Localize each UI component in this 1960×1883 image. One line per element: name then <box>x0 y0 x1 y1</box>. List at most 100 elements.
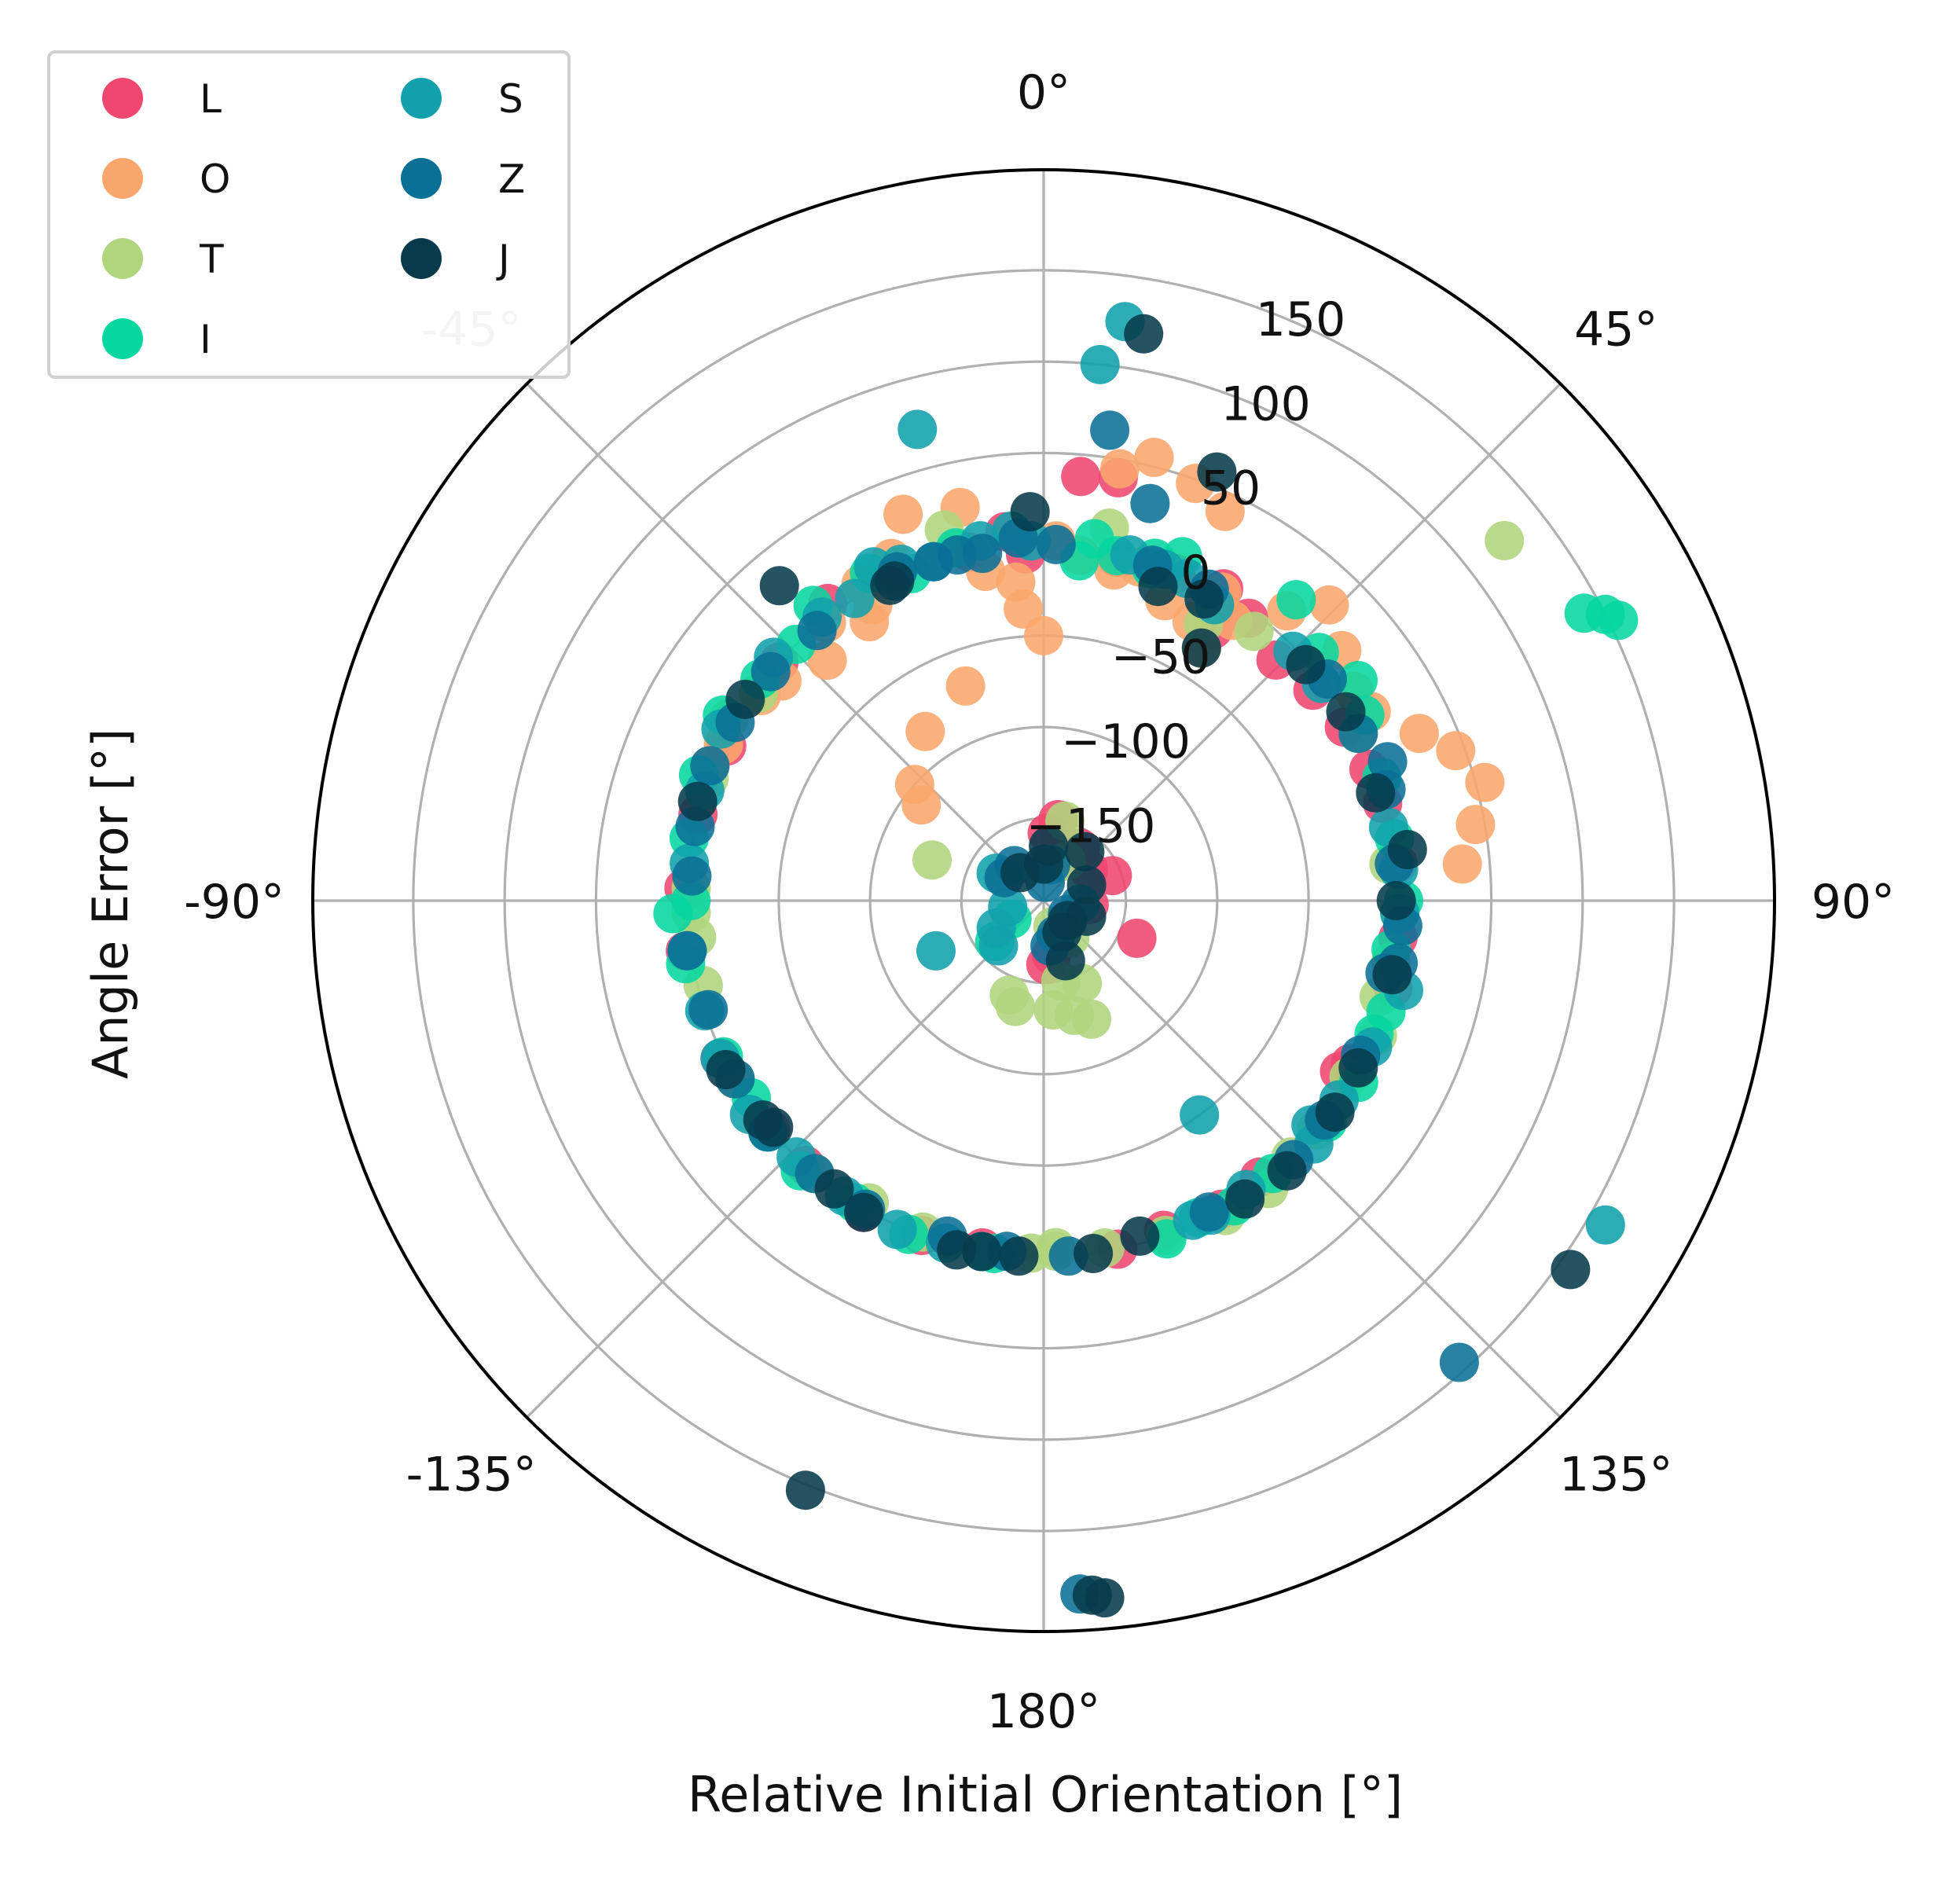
point-J-21 <box>814 1169 854 1209</box>
r-tick-label-1: −100 <box>1061 714 1191 769</box>
point-I-39 <box>1598 600 1639 641</box>
legend-label-S: S <box>498 76 523 122</box>
point-J-24 <box>677 781 718 821</box>
point-O-24 <box>1455 805 1496 845</box>
point-T-43 <box>1072 999 1111 1039</box>
point-S-22 <box>877 1209 917 1250</box>
legend-marker-O <box>102 158 143 199</box>
point-O-17 <box>1309 585 1349 625</box>
r-tick-label-3: 0 <box>1180 545 1210 600</box>
point-J-0 <box>1124 314 1164 354</box>
y-axis-label: Angle Error [°] <box>82 729 139 1079</box>
point-T-33 <box>912 840 952 880</box>
point-O-32 <box>901 785 941 825</box>
point-S-34 <box>835 578 875 618</box>
point-O-1 <box>883 494 923 534</box>
point-J-12 <box>1372 955 1412 995</box>
legend-label-T: T <box>199 237 224 282</box>
legend-label-J: J <box>496 237 510 282</box>
point-S-40 <box>916 930 956 971</box>
point-J-40 <box>962 1231 1002 1272</box>
legend-label-I: I <box>200 317 211 362</box>
point-O-28 <box>1024 615 1063 655</box>
point-O-21 <box>1399 714 1439 754</box>
point-J-8 <box>1326 692 1366 732</box>
point-Z-30 <box>751 652 791 692</box>
point-O-25 <box>1442 844 1482 884</box>
point-Z-4 <box>1036 524 1076 564</box>
scatter-points <box>311 168 1776 1633</box>
legend-label-O: O <box>200 156 230 202</box>
point-J-33 <box>1065 831 1105 872</box>
legend-marker-L <box>102 78 143 119</box>
point-J-32 <box>1029 826 1069 866</box>
theta-tick-label-0: 0° <box>1017 65 1070 120</box>
point-J-2 <box>1010 492 1050 532</box>
legend-marker-S <box>401 78 442 119</box>
point-I-0 <box>1276 580 1316 620</box>
point-Z-28 <box>690 746 730 786</box>
point-S-36 <box>1180 1095 1220 1135</box>
point-O-40 <box>1004 589 1044 629</box>
point-J-38 <box>1045 941 1085 981</box>
theta-tick-label-4: 180° <box>987 1684 1101 1739</box>
point-S-0 <box>1080 344 1120 384</box>
point-J-30 <box>785 1470 825 1510</box>
legend-label-Z: Z <box>498 156 525 202</box>
point-J-34 <box>1066 865 1107 905</box>
point-J-10 <box>1387 830 1427 869</box>
point-I-36 <box>1074 519 1114 559</box>
point-O-33 <box>807 641 847 681</box>
point-J-15 <box>1225 1179 1265 1219</box>
point-S-2 <box>897 409 938 450</box>
point-J-18 <box>999 1236 1039 1276</box>
point-Z-31 <box>797 611 837 651</box>
theta-tick-label-6: -90° <box>184 875 284 930</box>
point-Z-16 <box>1189 1192 1229 1232</box>
point-J-16 <box>1120 1216 1160 1256</box>
theta-tick-label-1: 45° <box>1574 303 1657 358</box>
theta-tick-label-3: 135° <box>1559 1447 1673 1502</box>
legend-marker-T <box>102 238 143 279</box>
point-O-6 <box>1134 438 1174 477</box>
point-I-43 <box>653 894 693 934</box>
point-J-14 <box>1315 1092 1355 1132</box>
point-Z-0 <box>1090 410 1130 450</box>
point-J-42 <box>1184 579 1224 619</box>
point-Z-42 <box>1439 1342 1479 1382</box>
theta-tick-label-2: 90° <box>1811 875 1895 930</box>
point-L-33 <box>1061 457 1101 497</box>
point-J-6 <box>1181 628 1221 668</box>
point-O-23 <box>1465 762 1505 802</box>
r-tick-label-4: 50 <box>1201 461 1261 516</box>
point-J-39 <box>1000 853 1041 893</box>
point-J-5 <box>1138 567 1178 607</box>
point-Z-1 <box>1130 483 1170 523</box>
r-tick-label-5: 100 <box>1220 376 1311 431</box>
point-O-8 <box>1205 491 1245 531</box>
legend-label-L: L <box>200 76 222 122</box>
point-O-30 <box>905 711 945 751</box>
point-Z-24 <box>688 989 729 1030</box>
point-J-23 <box>706 1050 746 1089</box>
point-J-9 <box>1356 773 1396 813</box>
point-O-29 <box>945 666 986 706</box>
point-Z-45 <box>1367 742 1408 782</box>
theta-tick-label-5: -135° <box>406 1447 537 1502</box>
point-T-38 <box>989 975 1030 1015</box>
point-Z-25 <box>667 930 707 971</box>
point-J-26 <box>870 565 910 605</box>
r-tick-label-2: −50 <box>1111 630 1211 685</box>
point-I-2 <box>1338 661 1378 700</box>
point-J-25 <box>725 679 765 719</box>
point-J-43 <box>1267 1151 1307 1191</box>
point-O-22 <box>1436 731 1476 771</box>
x-axis-label: Relative Initial Orientation [°] <box>688 1766 1403 1823</box>
point-J-11 <box>1376 881 1416 920</box>
point-J-29 <box>1072 1575 1112 1615</box>
point-Z-33 <box>938 535 978 575</box>
point-T-32 <box>1485 520 1525 560</box>
point-J-41 <box>754 1107 794 1147</box>
